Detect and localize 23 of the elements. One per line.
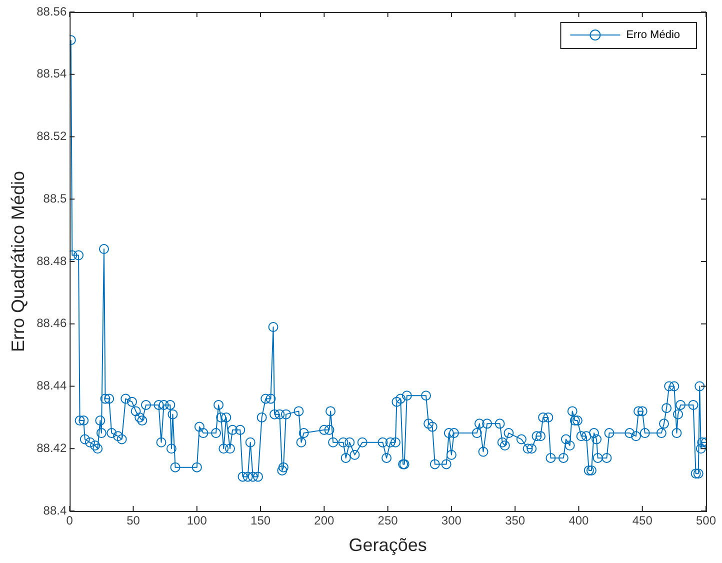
x-tick-label: 100	[186, 514, 208, 528]
y-tick-label: 88.48	[36, 254, 67, 268]
x-tick-label: 50	[126, 514, 140, 528]
x-axis-title: Gerações	[348, 535, 427, 556]
x-tick-label: 400	[568, 514, 590, 528]
x-tick-label: 500	[696, 514, 716, 528]
x-tick-label: 350	[505, 514, 526, 528]
x-tick-label: 250	[378, 514, 398, 528]
y-tick-label: 88.56	[36, 4, 67, 18]
y-tick-label: 88.44	[36, 378, 67, 393]
y-tick-label: 88.42	[36, 440, 67, 455]
y-tick-label: 88.54	[36, 66, 67, 81]
x-tick-label: 450	[632, 514, 653, 528]
legend-label: Erro Médio	[626, 29, 680, 42]
y-tick-label: 88.4	[43, 503, 67, 518]
y-axis-title: Erro Quadrático Médio	[8, 170, 28, 352]
y-tick-label: 88.52	[36, 129, 67, 144]
x-tick-label: 200	[314, 514, 335, 528]
x-tick-label: 150	[250, 514, 271, 528]
x-tick-label: 0	[66, 514, 74, 528]
x-tick-label: 300	[441, 514, 462, 528]
y-tick-label: 88.5	[43, 191, 67, 206]
y-tick-label: 88.46	[36, 316, 67, 330]
